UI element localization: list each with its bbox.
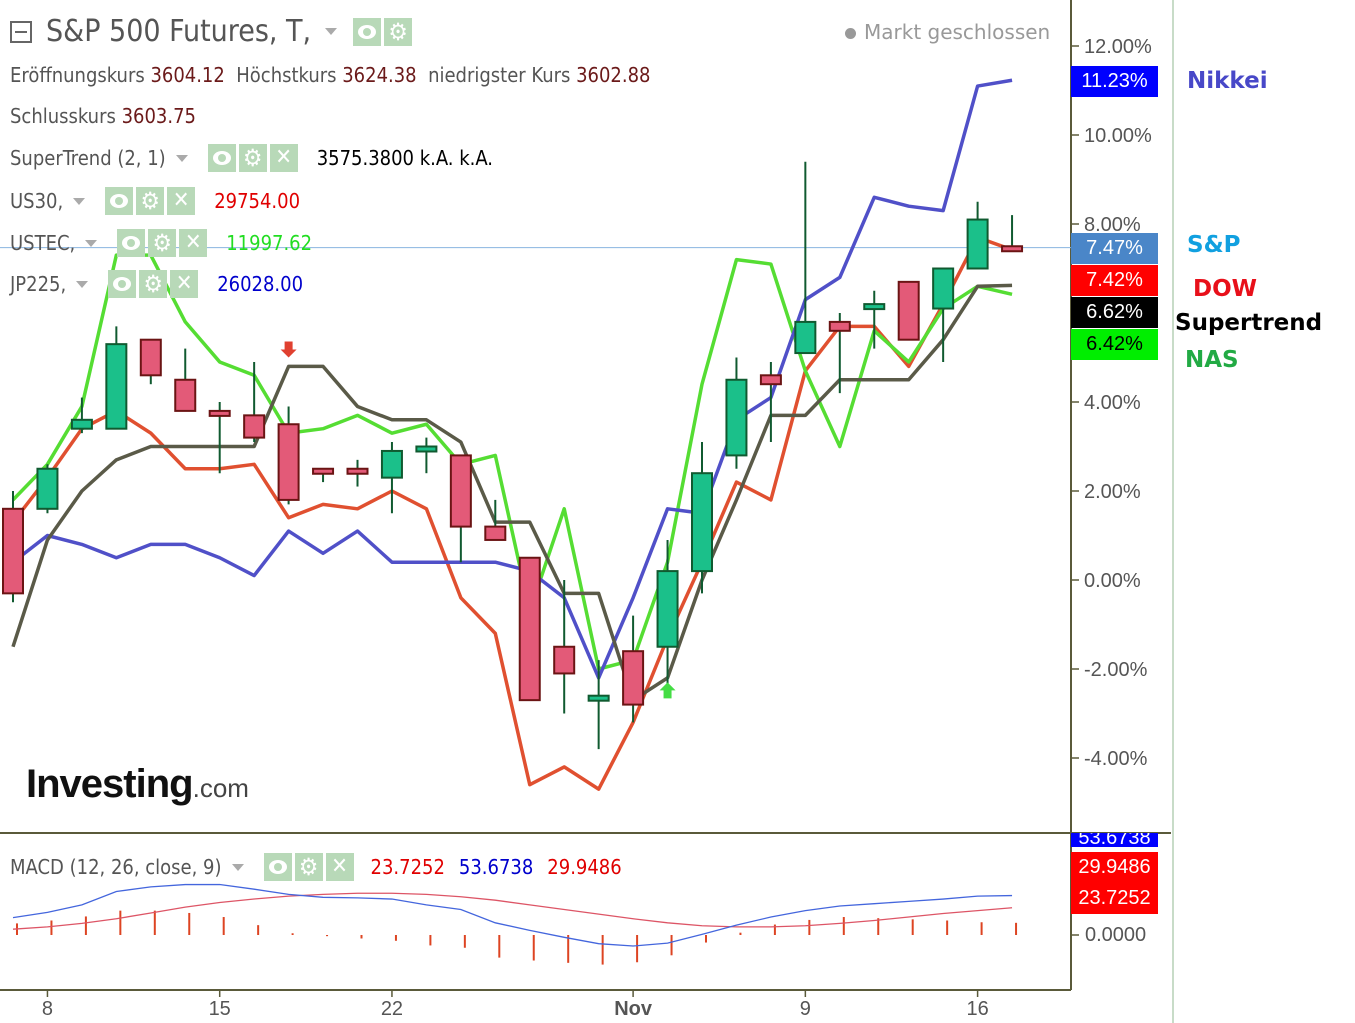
indicator-name[interactable]: JP225,: [10, 272, 67, 296]
close-icon[interactable]: [167, 187, 196, 215]
close-icon[interactable]: [269, 144, 298, 172]
indicator-value: 3575.3800 k.A. k.A.: [316, 146, 494, 170]
indicator-name[interactable]: US30,: [10, 189, 64, 213]
indicator-name[interactable]: SuperTrend (2, 1): [10, 146, 166, 170]
svg-text:12.00%: 12.00%: [1084, 36, 1152, 58]
svg-text:0.00%: 0.00%: [1084, 570, 1141, 592]
x-axis-label: 16: [966, 998, 989, 1020]
high-value: 3624.38: [342, 63, 417, 87]
high-label: Höchstkurs: [236, 63, 337, 87]
open-value: 3604.12: [150, 63, 225, 87]
close-row: Schlusskurs 3603.75: [10, 104, 196, 128]
eye-icon[interactable]: [353, 17, 382, 46]
label-nikkei: Nikkei: [1187, 68, 1268, 94]
gear-icon[interactable]: [148, 229, 177, 257]
indicator-value: 11997.62: [226, 231, 313, 255]
macd-label[interactable]: MACD (12, 26, close, 9): [10, 855, 222, 879]
low-value: 3602.88: [576, 63, 651, 87]
macd-pane: [12, 883, 1018, 965]
chart-title-row: S&P 500 Futures, T,: [10, 14, 415, 49]
market-status: Markt geschlossen: [845, 20, 1050, 44]
collapse-toggle-icon[interactable]: [10, 20, 32, 43]
gear-icon[interactable]: [139, 270, 168, 298]
close-icon[interactable]: [179, 229, 208, 257]
macd-tag-histogram: 23.7252: [1071, 883, 1158, 914]
gear-icon[interactable]: [238, 144, 267, 172]
y-axis-ticks: 12.00% 10.00% 8.00% 4.00% 2.00% 0.00% -2.00% -4…: [1071, 36, 1152, 936]
gear-icon[interactable]: [294, 853, 323, 881]
chevron-down-icon[interactable]: [73, 197, 86, 205]
indicator-row-us30: US30, 29754.00: [10, 186, 300, 216]
macd-line-value: 53.6738: [458, 855, 534, 879]
label-sp: S&P: [1187, 232, 1241, 258]
close-value: 3603.75: [121, 104, 196, 128]
ohlc-row: Eröffnungskurs 3604.12 Höchstkurs 3624.3…: [10, 63, 650, 87]
gear-icon[interactable]: [384, 17, 413, 46]
chevron-down-icon[interactable]: [175, 154, 188, 162]
x-axis-label: 22: [380, 998, 404, 1020]
eye-icon[interactable]: [207, 144, 236, 172]
price-tag-supertrend: 6.62%: [1071, 297, 1158, 328]
eye-icon[interactable]: [117, 229, 146, 257]
price-tag-dow: 7.42%: [1071, 265, 1158, 296]
svg-text:4.00%: 4.00%: [1084, 392, 1141, 414]
x-axis-label: 8: [41, 998, 53, 1020]
indicator-row-supertrend: SuperTrend (2, 1) 3575.3800 k.A. k.A.: [10, 143, 493, 173]
logo-suffix: .com: [192, 773, 249, 803]
supertrend-signal-arrows: [280, 341, 676, 699]
macd-histogram-value: 23.7252: [370, 855, 445, 879]
x-axis-label: 15: [208, 998, 231, 1020]
indicator-row-jp225: JP225, 26028.00: [10, 269, 303, 299]
svg-text:8.00%: 8.00%: [1084, 214, 1141, 236]
status-dot-icon: [845, 28, 856, 39]
macd-tag-line: 53.6738: [1071, 833, 1158, 847]
chevron-down-icon[interactable]: [76, 280, 89, 288]
macd-zero-label: 0.0000: [1085, 924, 1147, 946]
market-status-text: Markt geschlossen: [864, 20, 1051, 44]
chevron-down-icon[interactable]: [85, 239, 98, 247]
price-tag-sp: 7.47%: [1071, 233, 1158, 264]
macd-tag-signal: 29.9486: [1071, 852, 1158, 883]
indicator-name[interactable]: USTEC,: [10, 231, 76, 255]
svg-text:-2.00%: -2.00%: [1084, 659, 1148, 681]
x-axis-label: Nov: [614, 998, 652, 1020]
logo-main: Investing: [26, 762, 194, 806]
price-tag-nikkei: 11.23%: [1071, 66, 1158, 97]
chevron-down-icon[interactable]: [231, 863, 244, 871]
macd-signal-value: 29.9486: [547, 855, 622, 879]
low-label: niedrigster Kurs: [428, 63, 571, 87]
label-dow: DOW: [1193, 276, 1258, 302]
x-axis-label: 9: [799, 998, 811, 1020]
indicator-row-ustec: USTEC, 11997.62: [10, 228, 312, 258]
indicator-value: 26028.00: [217, 272, 304, 296]
svg-text:10.00%: 10.00%: [1084, 125, 1152, 147]
svg-text:-4.00%: -4.00%: [1084, 748, 1148, 770]
eye-icon[interactable]: [263, 853, 292, 881]
chevron-down-icon[interactable]: [325, 28, 338, 35]
close-label: Schlusskurs: [10, 104, 116, 128]
close-icon[interactable]: [325, 853, 354, 881]
indicator-value: 29754.00: [214, 189, 301, 213]
label-nas: NAS: [1185, 347, 1239, 373]
eye-icon[interactable]: [108, 270, 137, 298]
label-supertrend: Supertrend: [1175, 310, 1323, 336]
price-tag-nas: 6.42%: [1071, 329, 1158, 360]
gear-icon[interactable]: [136, 187, 165, 215]
macd-legend: MACD (12, 26, close, 9) 23.7252 53.6738 …: [10, 853, 622, 881]
candlesticks: [2, 161, 1024, 750]
chart-frame: [0, 0, 1174, 1023]
eye-icon[interactable]: [105, 187, 134, 215]
svg-text:2.00%: 2.00%: [1084, 481, 1141, 503]
investing-logo: Investing.com: [26, 762, 249, 807]
open-label: Eröffnungskurs: [10, 63, 145, 87]
close-icon[interactable]: [170, 270, 199, 298]
chart-title: S&P 500 Futures, T,: [46, 14, 312, 49]
